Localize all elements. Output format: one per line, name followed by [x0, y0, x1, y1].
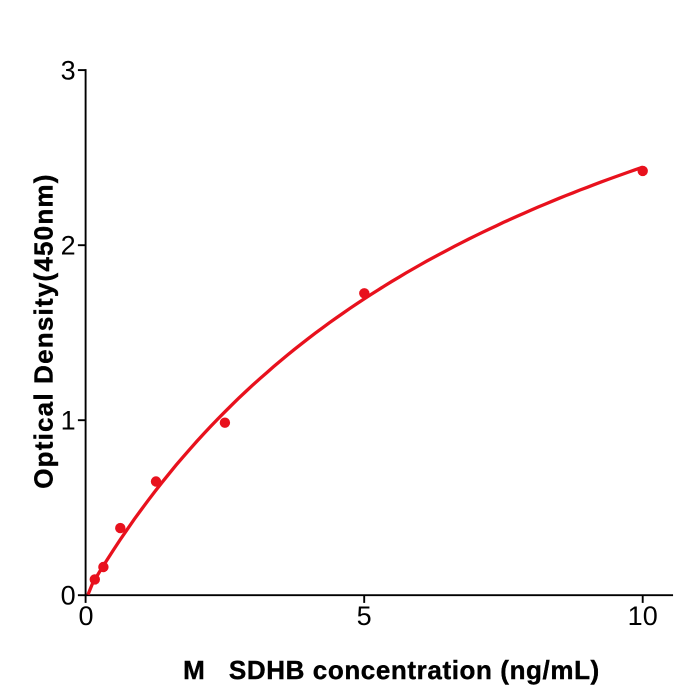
svg-text:10: 10 [628, 601, 658, 631]
svg-text:Optical Density(450nm): Optical Density(450nm) [29, 173, 59, 488]
svg-text:3: 3 [61, 55, 76, 85]
svg-text:M SDHB concentration (ng/mL): M SDHB concentration (ng/mL) [183, 655, 600, 685]
svg-text:5: 5 [357, 601, 372, 631]
svg-text:0: 0 [61, 581, 76, 611]
svg-text:2: 2 [61, 231, 76, 261]
svg-text:0: 0 [78, 601, 93, 631]
svg-text:1: 1 [61, 406, 76, 436]
